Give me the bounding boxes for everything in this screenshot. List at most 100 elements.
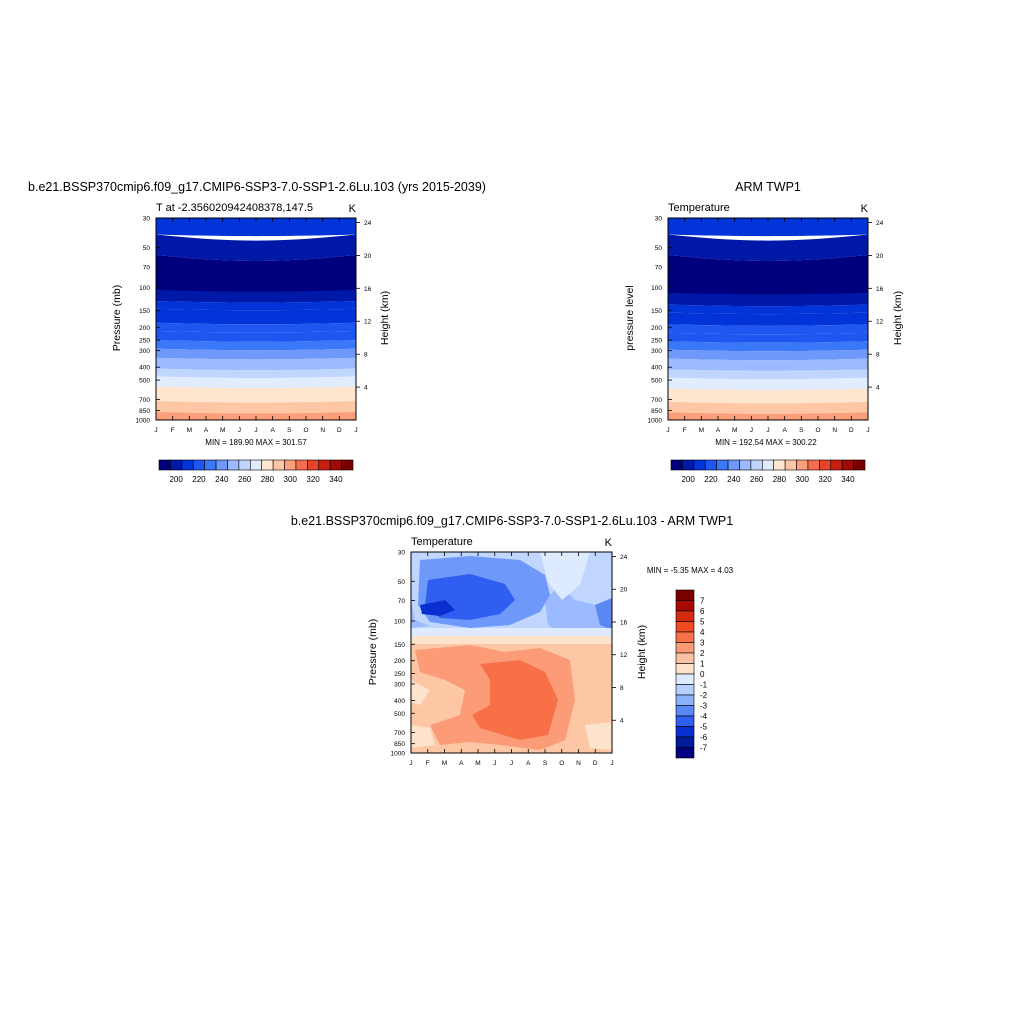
colorbar-swatch <box>675 736 695 748</box>
y-right-tick-label: 16 <box>364 286 372 293</box>
colorbar-label: -2 <box>700 691 708 700</box>
colorbar-swatch <box>750 459 763 471</box>
colorbar-swatch <box>215 459 228 471</box>
colorbar-swatch <box>341 459 354 471</box>
colorbar-swatch <box>796 459 809 471</box>
colorbar-swatch <box>272 459 285 471</box>
colorbar-swatch <box>675 694 695 706</box>
colorbar-label: 220 <box>704 475 718 484</box>
colorbar-label: 300 <box>796 475 810 484</box>
colorbar-label: 5 <box>700 618 705 627</box>
y-right-tick-label: 8 <box>620 685 624 692</box>
colorbar-label: -5 <box>700 723 708 732</box>
colorbar-label: 220 <box>192 475 206 484</box>
colorbar-swatch <box>773 459 786 471</box>
x-tick-label: A <box>782 427 787 434</box>
colorbar-swatch <box>675 726 695 738</box>
colorbar-label: -1 <box>700 681 708 690</box>
colorbar-swatch <box>739 459 752 471</box>
diff-contour-top-pale <box>540 552 590 600</box>
x-tick-label: M <box>442 760 447 767</box>
panel-model-subtitle-left: T at -2.356020942408378,147.5 <box>156 202 313 214</box>
x-tick-label: J <box>493 760 496 767</box>
colorbar-label: 0 <box>700 670 705 679</box>
panel-model-plot-area <box>156 218 356 420</box>
panel-model-colorbar: 200 220 240 260 280 300 320 340 <box>158 459 354 484</box>
y-right-tick-label: 12 <box>620 652 628 659</box>
colorbar-swatch <box>784 459 797 471</box>
temperature-band <box>156 330 356 342</box>
colorbar-label: 240 <box>215 475 229 484</box>
panel-model-ylabel: Pressure (mb) <box>111 285 123 352</box>
colorbar-swatch <box>675 621 695 633</box>
colorbar-label: 280 <box>773 475 787 484</box>
colorbar-swatch <box>716 459 729 471</box>
y-tick-label: 200 <box>394 658 405 665</box>
colorbar-swatch <box>682 459 695 471</box>
y-right-tick-label: 20 <box>364 253 372 260</box>
temperature-band <box>668 388 868 404</box>
x-tick-label: M <box>732 427 737 434</box>
colorbar-swatch <box>675 642 695 654</box>
x-tick-label: J <box>766 427 769 434</box>
y-tick-label: 400 <box>651 365 662 372</box>
x-tick-label: S <box>543 760 548 767</box>
colorbar-swatch <box>675 705 695 717</box>
colorbar-label: -6 <box>700 733 708 742</box>
temperature-band <box>668 292 868 307</box>
colorbar-swatch <box>853 459 866 471</box>
panel-diff-minmax: MIN = -5.35 MAX = 4.03 <box>647 566 734 575</box>
panel-obs-minmax: MIN = 192.54 MAX = 300.22 <box>715 438 817 447</box>
x-tick-label: A <box>270 427 275 434</box>
colorbar-swatch <box>675 747 695 759</box>
x-tick-label: J <box>354 427 357 434</box>
diff-contour-boundary-peach <box>411 636 612 644</box>
x-tick-label: J <box>154 427 157 434</box>
panel-obs-ylabel-right: Height (km) <box>892 291 904 345</box>
x-tick-label: F <box>426 760 430 767</box>
temperature-band <box>668 358 868 371</box>
y-tick-label: 1000 <box>136 418 151 425</box>
temperature-band <box>668 234 868 261</box>
colorbar-swatch <box>727 459 740 471</box>
x-tick-label: A <box>459 760 464 767</box>
x-tick-label: S <box>799 427 804 434</box>
panel-diff-colorbar: 76 54 32 10 -1-2 -3-4 -5-6 -7 <box>675 589 708 759</box>
x-tick-label: J <box>610 760 613 767</box>
y-right-tick-label: 4 <box>364 385 368 392</box>
diff-contour-bottom-right-light <box>585 722 612 750</box>
temperature-band <box>156 368 356 379</box>
panel-obs-plot-area <box>668 218 868 420</box>
colorbar-swatch <box>675 715 695 727</box>
colorbar-label: 1 <box>700 660 705 669</box>
panel-diff-plot-area <box>411 552 612 753</box>
y-right-tick-label: 12 <box>364 319 372 326</box>
temperature-band <box>668 312 868 326</box>
colorbar-swatch <box>329 459 342 471</box>
panel-model-ylabel-right: Height (km) <box>379 291 391 345</box>
x-tick-label: N <box>320 427 325 434</box>
panel-model: b.e21.BSSP370cmip6.f09_g17.CMIP6-SSP3-7.… <box>28 180 486 484</box>
temperature-band <box>668 332 868 343</box>
temperature-band <box>156 386 356 403</box>
colorbar-label: 260 <box>750 475 764 484</box>
temperature-band <box>668 218 868 237</box>
x-tick-label: M <box>187 427 192 434</box>
diff-contour-lower-strong <box>472 660 558 740</box>
temperature-band <box>156 348 356 360</box>
y-right-tick-label: 24 <box>364 220 372 227</box>
colorbar-swatch <box>819 459 832 471</box>
colorbar-swatch <box>181 459 194 471</box>
colorbar-label: -3 <box>700 702 708 711</box>
colorbar-swatch <box>675 652 695 664</box>
panel-obs-ylabel: pressure level <box>624 285 636 350</box>
y-tick-label: 70 <box>143 264 151 271</box>
colorbar-label: 260 <box>238 475 252 484</box>
temperature-band <box>156 401 356 414</box>
y-tick-label: 100 <box>139 285 150 292</box>
temperature-band <box>668 377 868 391</box>
colorbar-label: 4 <box>700 628 705 637</box>
colorbar-label: 2 <box>700 649 705 658</box>
y-tick-label: 850 <box>394 741 405 748</box>
colorbar-swatch <box>261 459 274 471</box>
